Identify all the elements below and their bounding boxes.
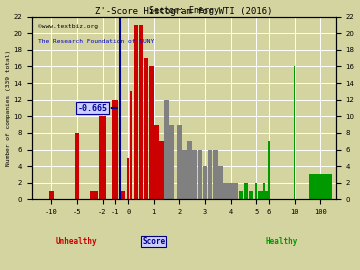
Bar [139,25,143,200]
Bar [112,100,118,200]
Bar [159,141,164,200]
Title: Z'-Score Histogram for WTI (2016): Z'-Score Histogram for WTI (2016) [95,7,273,16]
Bar [234,183,238,200]
Bar [294,158,295,200]
Bar [228,183,233,200]
Bar [260,191,262,200]
Text: Unhealthy: Unhealthy [56,237,98,246]
Bar [144,58,148,200]
Bar [149,66,153,200]
Bar [170,125,174,200]
Bar [193,150,197,200]
Bar [244,183,248,200]
Bar [309,174,332,200]
Bar [119,191,125,200]
Bar [177,125,182,200]
Bar [268,141,270,200]
Bar [203,166,207,200]
Bar [294,174,295,200]
Text: -0.665: -0.665 [78,103,108,113]
Bar [218,166,223,200]
Bar [164,100,169,200]
Bar [239,191,243,200]
Bar [154,125,159,200]
Bar [208,150,212,200]
Bar [258,191,260,200]
Bar [187,141,192,200]
Text: Sector: Energy: Sector: Energy [149,6,219,15]
Bar [130,92,132,200]
Bar [223,183,228,200]
Text: Healthy: Healthy [266,237,298,246]
Bar [265,191,268,200]
Bar [198,150,202,200]
Bar [249,191,253,200]
Bar [213,150,217,200]
Bar [99,116,106,200]
Bar [134,25,138,200]
Bar [49,191,54,200]
Y-axis label: Number of companies (339 total): Number of companies (339 total) [5,50,10,166]
Text: The Research Foundation of SUNY: The Research Foundation of SUNY [38,39,154,43]
Bar [263,183,265,200]
Bar [182,150,187,200]
Bar [127,158,129,200]
Text: ©www.textbiz.org: ©www.textbiz.org [38,24,98,29]
Text: Score: Score [142,237,165,246]
Bar [75,133,79,200]
Bar [294,66,295,200]
Bar [255,183,257,200]
Bar [90,191,98,200]
